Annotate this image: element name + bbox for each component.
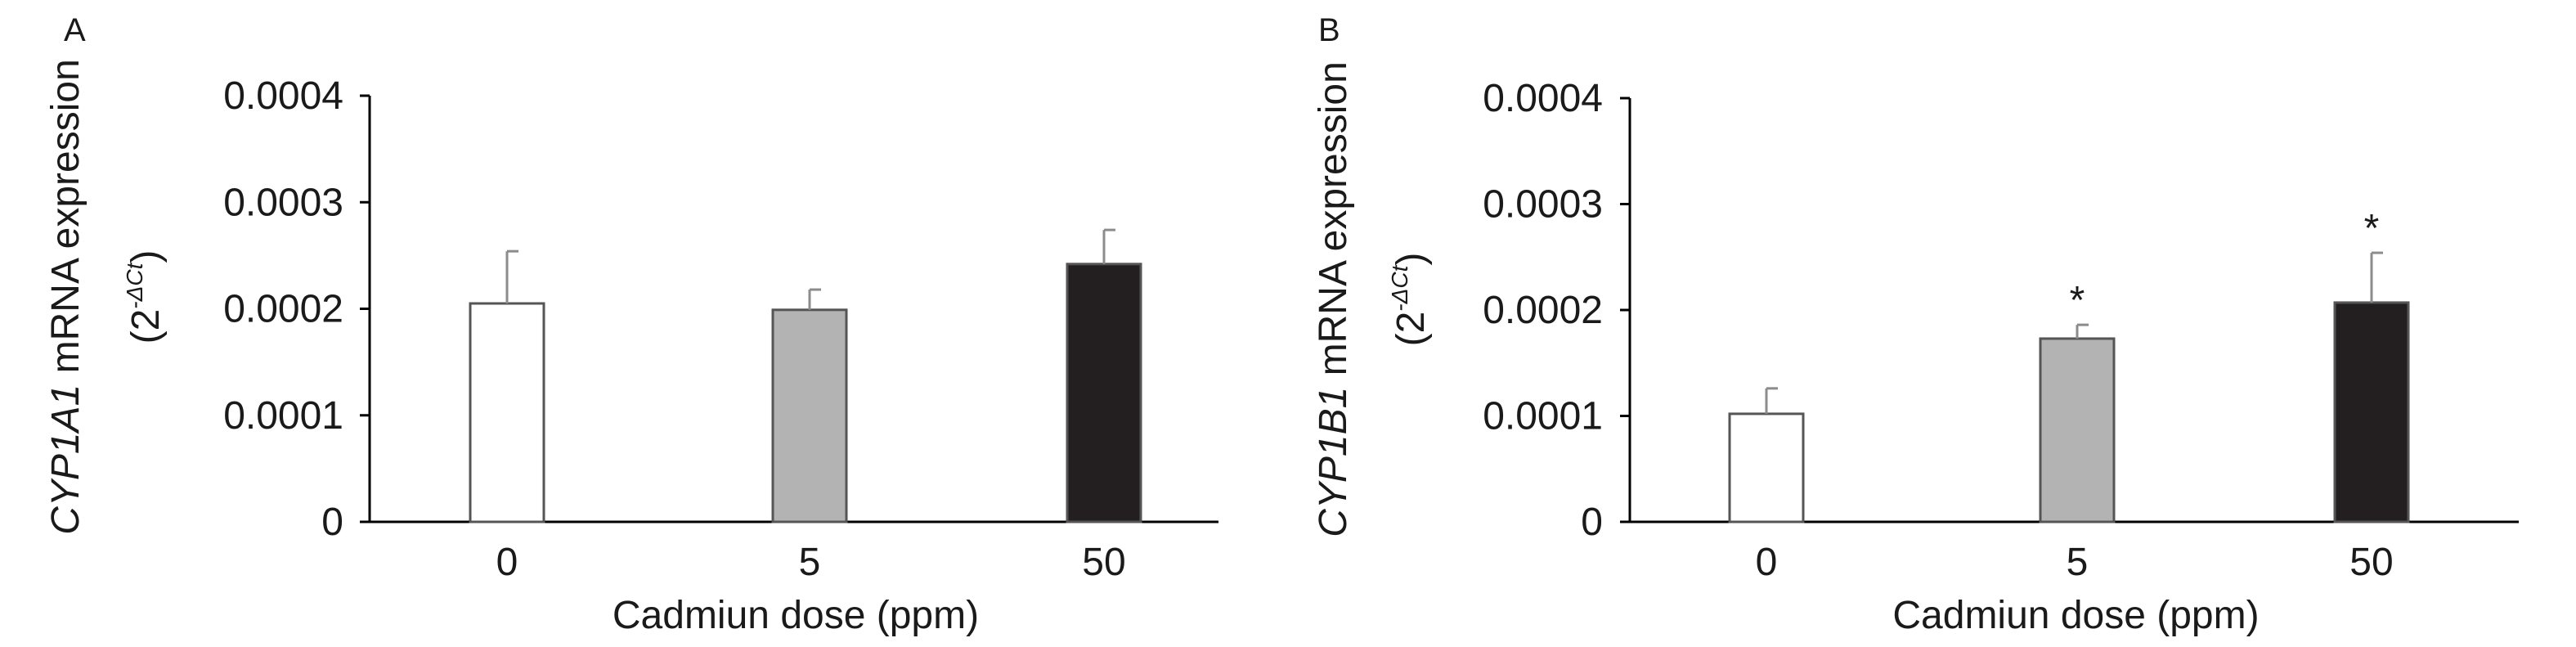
y-tick-label: 0.0001 — [1483, 395, 1603, 438]
y-axis-unit-close: ) — [124, 250, 168, 263]
y-tick-label: 0.0004 — [223, 74, 343, 118]
y-tick-label: 0.0002 — [1483, 289, 1603, 332]
bar-0 — [469, 302, 545, 523]
y-axis-unit-close: ) — [1389, 253, 1433, 266]
y-axis-unit-base: (2 — [1389, 312, 1433, 347]
y-tick-label: 0.0003 — [1483, 183, 1603, 227]
y-axis-title-rest: mRNA expression — [1312, 61, 1355, 386]
x-axis-title: Cadmiun dose (ppm) — [613, 594, 979, 637]
x-tick-label: 50 — [2349, 541, 2393, 584]
chart-panel-a: A 0 0.0001 0.0002 0.0003 0.0004 0 5 50 Cadmiun do… — [44, 12, 1218, 637]
x-tick-label: 50 — [1082, 541, 1125, 584]
bar-50 — [2333, 301, 2410, 523]
panel-letter: B — [1318, 12, 1340, 48]
y-tick-label: 0.0002 — [223, 288, 343, 331]
y-axis-unit-exponent: -ΔCt — [122, 262, 147, 308]
y-axis-unit: (2-ΔCt) — [122, 250, 168, 344]
chart-panel-b: B 0 0.0001 0.0002 0.0003 0.0004 0 5 * 50 * Cadmiun … — [1312, 12, 2519, 637]
x-tick-label: 0 — [1756, 541, 1778, 584]
y-axis-title-rest: mRNA expression — [44, 59, 88, 384]
bar-50 — [1066, 263, 1142, 523]
bar-5 — [771, 308, 848, 523]
y-tick-label: 0.0001 — [223, 394, 343, 438]
y-axis-title-gene: CYP1B1 — [1312, 387, 1355, 537]
x-tick-label: 0 — [496, 541, 518, 584]
significance-mark: * — [2070, 279, 2085, 322]
y-axis-unit-base: (2 — [124, 309, 168, 344]
y-axis-title: CYP1A1 mRNA expression — [44, 59, 88, 535]
x-tick-label: 5 — [2067, 541, 2089, 584]
y-axis-unit-exponent: -ΔCt — [1387, 264, 1412, 311]
significance-mark: * — [2364, 207, 2380, 250]
y-tick-label: 0.0003 — [223, 181, 343, 224]
y-tick-label: 0.0004 — [1483, 77, 1603, 120]
x-tick-label: 5 — [799, 541, 821, 584]
y-axis-title: CYP1B1 mRNA expression — [1312, 61, 1355, 537]
y-axis-unit: (2-ΔCt) — [1387, 253, 1433, 347]
panel-letter: A — [64, 12, 86, 48]
bar-0 — [1728, 412, 1805, 523]
y-axis-title-gene: CYP1A1 — [44, 384, 88, 535]
y-tick-label: 0 — [321, 501, 343, 544]
x-axis-title: Cadmiun dose (ppm) — [1892, 594, 2259, 637]
y-tick-label: 0 — [1581, 501, 1603, 544]
bar-5 — [2039, 337, 2116, 523]
